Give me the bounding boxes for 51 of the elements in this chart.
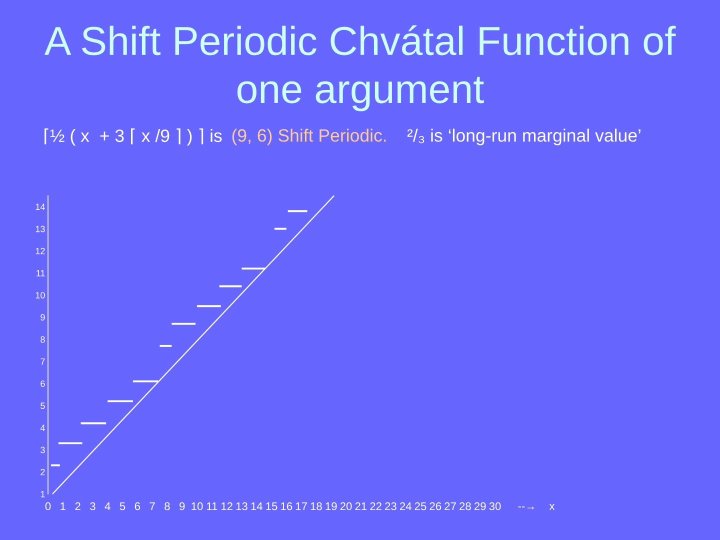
x-tick-label: 4 [104, 502, 110, 510]
x-tick-label: 15 [266, 502, 278, 510]
y-tick-label: 6 [40, 380, 45, 387]
y-tick-label: 4 [40, 424, 45, 431]
x-tick-label: 14 [251, 502, 262, 510]
x-tick-label: 24 [400, 502, 412, 510]
x-tick-label: 1 [60, 502, 66, 510]
y-tick-label: 2 [40, 468, 45, 476]
chart-subtitle: ⌈½ ( x + 3 ⌈ x /9 ⌉ ) ⌉ is [44, 128, 222, 146]
y-tick-label: 1 [40, 491, 45, 498]
x-tick-label: 10 [192, 502, 203, 510]
chart-title: A Shift Periodic Chvátal Function of one argument [44, 25, 676, 112]
text: ²/₃ is ‘long-run marginal value’ [407, 128, 640, 146]
x-tick-label: 6 [134, 502, 140, 510]
x-tick-label: 19 [326, 502, 337, 510]
x-tick-label: 21 [355, 502, 367, 510]
y-tick-label: 8 [40, 336, 45, 343]
text: --→ [518, 506, 534, 510]
x-tick-label: 18 [310, 502, 322, 510]
x-tick-label: 26 [430, 502, 442, 510]
x-tick-label: 2 [75, 502, 80, 510]
x-tick-label: 7 [150, 502, 155, 510]
y-tick-label: 11 [36, 270, 45, 276]
y-tick-label: 7 [40, 358, 45, 365]
x-tick-label: 0 [45, 502, 51, 510]
x-tick-label: 23 [385, 502, 396, 510]
x-tick-label: 29 [474, 502, 486, 510]
y-tick-label: 12 [36, 248, 45, 254]
y-tick-label: 3 [40, 446, 45, 454]
x-tick-label: 8 [164, 502, 170, 510]
x-tick-label: 27 [444, 502, 456, 510]
y-tick-label: 14 [36, 204, 45, 210]
x-tick-label: 3 [90, 502, 96, 510]
x-tick-label: 28 [460, 502, 471, 510]
x-tick-label: 16 [281, 502, 292, 510]
x-tick-label: 22 [370, 502, 382, 510]
x-tick-label: 11 [206, 502, 218, 510]
x-tick-label: 17 [296, 502, 307, 510]
y-tick-label: 5 [40, 402, 45, 409]
text: (9, 6) Shift Periodic. [232, 128, 386, 146]
x-tick-label: 20 [340, 502, 352, 510]
x-tick-label: 12 [221, 502, 232, 510]
x-tick-label: 13 [236, 502, 248, 510]
x-tick-label: 25 [414, 502, 426, 510]
y-tick-label: 9 [40, 314, 45, 321]
x-tick-label: 5 [120, 502, 126, 510]
y-tick-label: 10 [36, 292, 45, 298]
x-tick-label: 9 [180, 502, 185, 510]
y-tick-label: 13 [36, 226, 45, 232]
x-tick-label: 30 [489, 502, 501, 510]
x-axis-title: x [549, 504, 555, 510]
